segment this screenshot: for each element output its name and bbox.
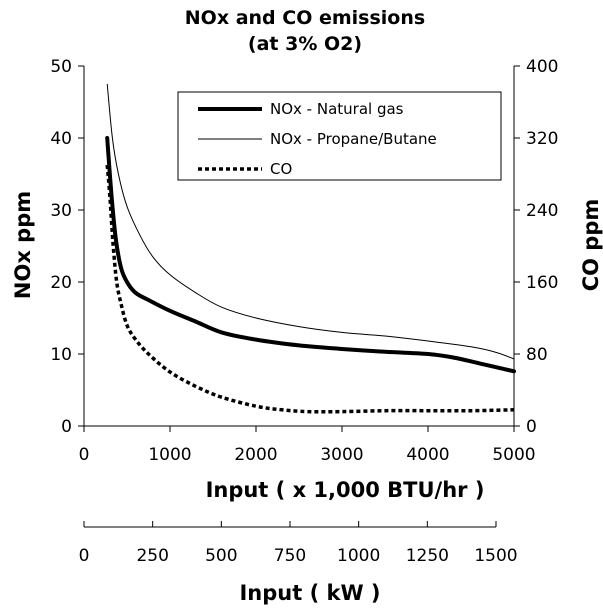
x2-tick-label: 500: [205, 546, 237, 566]
legend-label-propane: NOx - Propane/Butane: [270, 130, 437, 148]
x2-axis-title: Input ( kW ): [239, 581, 380, 605]
x-tick-label: 2000: [234, 445, 277, 465]
series-line-nox-propane-butane: [106, 83, 515, 360]
series-line-nox-natural-gas: [105, 136, 516, 374]
legend: NOx - Natural gas NOx - Propane/Butane C…: [177, 91, 502, 181]
y-right-tick-label: 80: [526, 345, 548, 365]
x2-tick-label: 750: [274, 546, 306, 566]
legend-label-natural-gas: NOx - Natural gas: [270, 100, 404, 118]
y-tick-label: 30: [50, 201, 72, 221]
y-right-tick-label: 160: [526, 273, 558, 293]
chart-subtitle: (at 3% O2): [248, 33, 362, 55]
y-tick-label: 40: [50, 129, 72, 149]
y-right-tick-label: 320: [526, 129, 558, 149]
x2-tick-label: 1000: [337, 546, 380, 566]
x-tick-label: 5000: [492, 445, 535, 465]
series-line-co: [105, 164, 515, 414]
y-axis-title: NOx ppm: [11, 191, 35, 299]
x-tick-label: 1000: [148, 445, 191, 465]
x-tick-label: 3000: [320, 445, 363, 465]
y-right-tick-label: 0: [526, 417, 537, 437]
y-tick-label: 0: [61, 417, 72, 437]
x2-tick-label: 250: [136, 546, 168, 566]
legend-label-co: CO: [270, 160, 292, 178]
x-tick-label: 0: [79, 445, 90, 465]
y-right-tick-label: 400: [526, 57, 558, 77]
y-tick-label: 20: [50, 273, 72, 293]
x2-tick-label: 1250: [406, 546, 449, 566]
y-right-axis-title: CO ppm: [579, 199, 603, 292]
series-group: [105, 83, 516, 414]
y-right-tick-label: 240: [526, 201, 558, 221]
x-tick-label: 4000: [406, 445, 449, 465]
chart-title: NOx and CO emissions: [185, 7, 425, 29]
x2-tick-label: 1500: [474, 546, 517, 566]
x-axis-title: Input ( x 1,000 BTU/hr ): [206, 478, 485, 502]
y-tick-label: 10: [50, 345, 72, 365]
x2-tick-label: 0: [79, 546, 90, 566]
legend-box: [177, 91, 502, 181]
y-tick-label: 50: [50, 57, 72, 77]
